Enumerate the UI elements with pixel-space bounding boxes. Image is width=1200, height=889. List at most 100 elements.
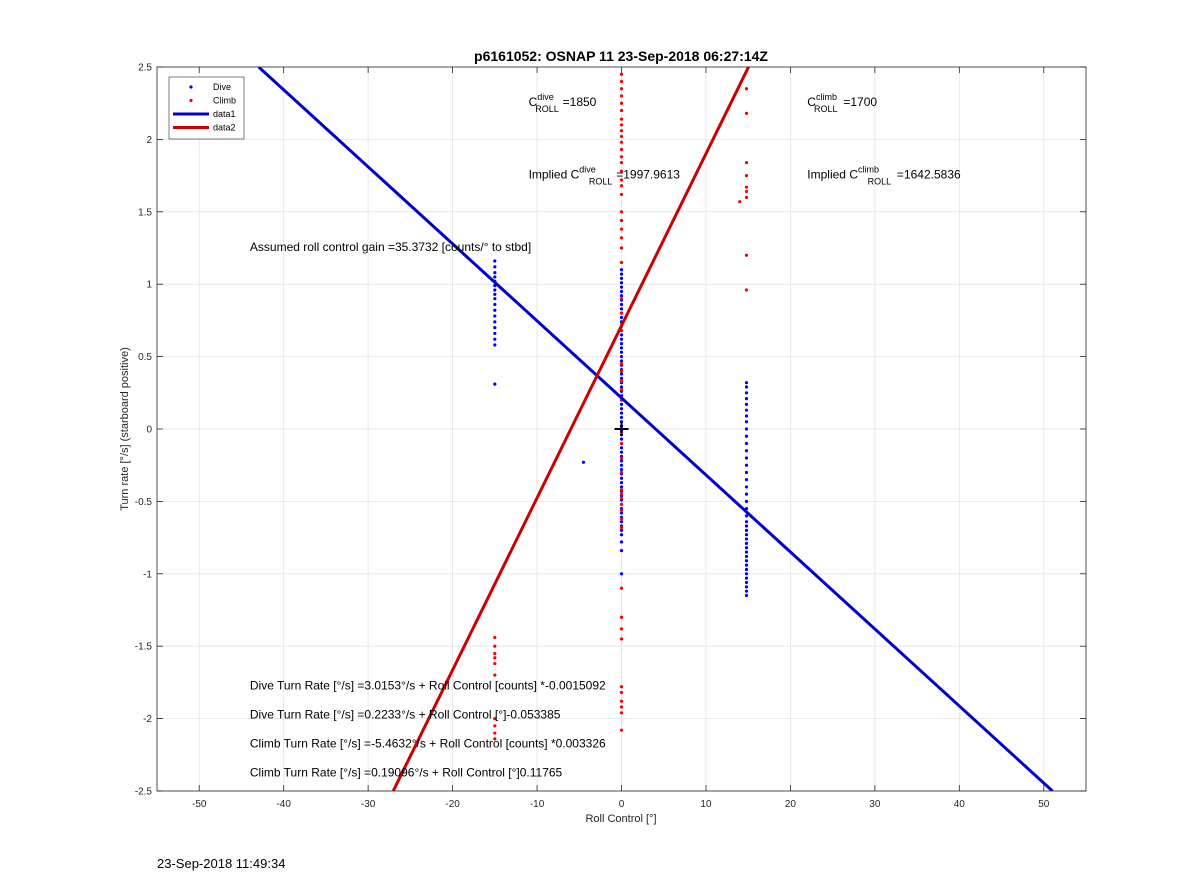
climb-point: [619, 129, 624, 133]
dive-point: [619, 415, 624, 420]
x-tick-label: 0: [619, 799, 625, 810]
y-tick-label: 1: [146, 280, 152, 291]
dive-point: [619, 315, 624, 320]
climb-point: [619, 685, 624, 689]
dive-point: [493, 259, 497, 263]
y-tick-label: 0: [146, 425, 152, 436]
dive-point: [744, 441, 749, 446]
dive-point: [744, 492, 749, 496]
dive-point: [619, 528, 624, 532]
climb-point: [493, 656, 497, 660]
dive-point: [619, 272, 624, 276]
dive-point: [744, 478, 749, 482]
climb-point: [619, 362, 624, 366]
climb-point: [619, 94, 624, 98]
dive-point: [581, 460, 586, 464]
print-timestamp: 23-Sep-2018 11:49:34: [157, 856, 286, 871]
annotation-implied-dive: Implied Cdive ROLL =1997.9613: [529, 164, 681, 186]
annotation-sub: ROLL: [589, 176, 613, 186]
climb-point: [619, 108, 624, 113]
dive-point: [619, 450, 624, 454]
dive-point: [493, 308, 497, 312]
climb-point: [619, 456, 624, 460]
y-tick-label: -1: [143, 569, 152, 580]
dive-point: [493, 265, 497, 269]
climb-point: [619, 705, 624, 709]
dive-point: [744, 528, 749, 532]
dive-point: [493, 326, 497, 330]
climb-point: [493, 635, 497, 640]
climb-point: [619, 525, 624, 530]
dive-point: [619, 533, 624, 537]
dive-point: [619, 572, 624, 576]
dive-point: [619, 520, 624, 524]
climb-point: [738, 200, 742, 204]
dive-point: [744, 485, 749, 489]
dive-point: [619, 333, 624, 337]
dive-point: [619, 549, 624, 553]
climb-point: [619, 627, 624, 631]
climb-point: [493, 717, 497, 721]
dive-point: [744, 589, 749, 593]
climb-point: [619, 101, 624, 105]
climb-point: [619, 502, 624, 506]
dive-point: [744, 585, 749, 589]
climb-point: [493, 644, 497, 648]
dive-point: [744, 559, 749, 563]
fit-line-data2: [391, 67, 750, 791]
annotation-fit-equation: Dive Turn Rate [°/s] =0.2233°/s + Roll C…: [250, 708, 561, 722]
dive-point: [744, 427, 749, 431]
y-tick-label: -1.5: [135, 642, 153, 653]
dive-point: [619, 437, 624, 441]
climb-point: [619, 441, 624, 446]
climb-point: [619, 79, 624, 84]
dive-point: [493, 292, 497, 296]
climb-point: [619, 311, 624, 315]
climb-point: [619, 690, 624, 695]
dive-point: [493, 302, 497, 307]
annotation-fit-equation: Dive Turn Rate [°/s] =3.0153°/s + Roll C…: [250, 679, 606, 693]
dive-point: [619, 268, 624, 272]
dive-point: [744, 408, 749, 412]
climb-point: [493, 651, 497, 656]
x-tick-label: -20: [445, 799, 460, 810]
legend-label: Dive: [213, 82, 231, 92]
climb-point: [619, 169, 624, 173]
dive-point: [493, 343, 497, 347]
dive-point: [744, 580, 749, 585]
y-tick-label: -0.5: [135, 497, 153, 508]
dive-point: [619, 294, 624, 298]
climb-point: [744, 195, 749, 199]
dive-point: [744, 546, 749, 550]
dive-point: [619, 385, 624, 389]
annotation-c-climb: Cclimb ROLL =1700: [807, 92, 877, 114]
climb-point: [619, 492, 624, 496]
dive-point: [619, 281, 624, 285]
annotation-value: =1700: [840, 95, 877, 109]
climb-point: [619, 637, 624, 641]
dive-point: [744, 381, 749, 385]
climb-point: [744, 185, 749, 189]
y-axis-label: Turn rate [°/s] (starboard positive): [119, 347, 131, 511]
dive-point: [619, 285, 624, 289]
x-tick-label: 30: [869, 799, 881, 810]
dive-point: [744, 499, 749, 503]
climb-point: [619, 699, 624, 703]
annotation-implied-climb: Implied Cclimb ROLL =1642.5836: [807, 164, 961, 186]
dive-point: [744, 567, 749, 572]
dive-point: [744, 385, 749, 389]
y-tick-label: 2.5: [138, 63, 152, 74]
y-tick-label: -2: [143, 714, 152, 725]
climb-point: [744, 160, 749, 165]
dive-point: [619, 346, 624, 350]
y-tick-label: 2: [146, 135, 152, 146]
legend-marker: [189, 85, 193, 89]
plot-frame: [156, 66, 1087, 792]
dive-point: [744, 402, 749, 406]
dive-point: [493, 271, 497, 275]
climb-point: [619, 260, 624, 265]
legend-label: data1: [213, 109, 236, 119]
annotation-sub: ROLL: [535, 104, 559, 114]
climb-point: [744, 253, 749, 257]
dive-point: [619, 276, 624, 281]
